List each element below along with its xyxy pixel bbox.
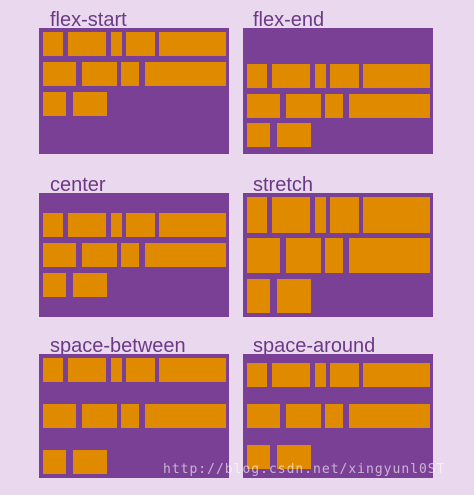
flex-item: [43, 404, 76, 428]
flex-item: [349, 404, 430, 428]
panel-flex-start: [39, 28, 229, 154]
flex-item: [325, 238, 343, 273]
flex-item: [349, 238, 430, 273]
flex-item: [325, 94, 343, 118]
label-stretch: stretch: [253, 174, 314, 196]
flex-item: [126, 213, 155, 237]
panel-space-between: [39, 354, 229, 478]
flex-item: [159, 213, 226, 237]
flex-item: [145, 404, 226, 428]
flex-item: [277, 123, 311, 147]
label-flex-start: flex-start: [50, 9, 127, 31]
flex-item: [363, 363, 430, 387]
flex-item: [73, 92, 107, 116]
watermark: http://blog.csdn.net/xingyunl0ST: [163, 462, 446, 477]
flex-item: [68, 213, 106, 237]
flex-item: [73, 273, 107, 297]
flex-item: [363, 197, 430, 233]
flex-item: [43, 92, 66, 116]
panel-stretch: [243, 193, 433, 317]
panel-flex-end: [243, 28, 433, 154]
flex-item: [145, 62, 226, 86]
flex-item: [363, 64, 430, 88]
flex-item: [330, 363, 359, 387]
flex-item: [73, 450, 107, 474]
flex-item: [121, 243, 139, 267]
flex-item: [315, 197, 326, 233]
flex-item: [126, 32, 155, 56]
flex-item: [43, 32, 63, 56]
panel-center: [39, 193, 229, 317]
flex-item: [43, 62, 76, 86]
flex-item: [330, 197, 359, 233]
flex-item: [82, 62, 117, 86]
flex-item: [330, 64, 359, 88]
flex-item: [247, 64, 267, 88]
flex-item: [247, 445, 270, 469]
flex-item: [325, 404, 343, 428]
flex-item: [121, 404, 139, 428]
flex-item: [247, 94, 280, 118]
flex-item: [43, 358, 63, 382]
flex-item: [272, 64, 310, 88]
flex-item: [272, 197, 310, 233]
flex-item: [111, 32, 122, 56]
flex-item: [82, 404, 117, 428]
flex-item: [43, 243, 76, 267]
flex-item: [43, 450, 66, 474]
flex-item: [121, 62, 139, 86]
flex-item: [68, 358, 106, 382]
flex-item: [43, 273, 66, 297]
label-space-around: space-around: [253, 335, 376, 357]
flex-item: [145, 243, 226, 267]
label-space-between: space-between: [50, 335, 186, 357]
flex-item: [272, 363, 310, 387]
label-center: center: [50, 174, 106, 196]
flex-item: [247, 279, 270, 313]
flex-item: [159, 358, 226, 382]
flex-item: [277, 279, 311, 313]
flex-item: [349, 94, 430, 118]
flex-item: [315, 363, 326, 387]
flex-item: [247, 363, 267, 387]
flex-item: [315, 64, 326, 88]
flex-item: [111, 358, 122, 382]
flex-item: [286, 94, 321, 118]
flex-item: [247, 197, 267, 233]
flex-item: [247, 123, 270, 147]
flex-item: [82, 243, 117, 267]
flex-item: [111, 213, 122, 237]
flex-item: [126, 358, 155, 382]
flex-item: [277, 445, 311, 469]
flex-item: [43, 213, 63, 237]
flex-item: [68, 32, 106, 56]
panel-space-around: [243, 354, 433, 478]
flex-item: [286, 404, 321, 428]
flex-item: [247, 404, 280, 428]
flex-item: [247, 238, 280, 273]
label-flex-end: flex-end: [253, 9, 325, 31]
flex-item: [286, 238, 321, 273]
flex-item: [159, 32, 226, 56]
